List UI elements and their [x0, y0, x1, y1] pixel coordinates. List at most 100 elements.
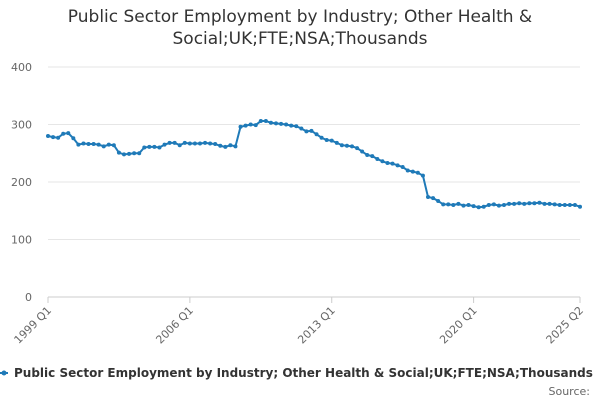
data-point	[375, 157, 380, 161]
data-point	[314, 132, 319, 137]
y-tick-label: 200	[11, 176, 32, 189]
data-point	[279, 121, 284, 126]
data-point	[385, 161, 390, 166]
data-point	[334, 140, 339, 145]
data-point	[415, 170, 420, 175]
data-point	[86, 142, 91, 147]
data-point	[547, 201, 552, 206]
data-point	[512, 201, 517, 206]
data-point	[91, 142, 96, 147]
data-point	[71, 136, 76, 141]
data-point	[365, 152, 370, 157]
data-point	[461, 203, 466, 208]
data-point	[187, 141, 192, 146]
x-tick-label: 2013 Q1	[295, 304, 338, 347]
data-point	[562, 203, 567, 207]
chart-title: Public Sector Employment by Industry; Ot…	[67, 7, 533, 49]
x-tick-label: 2006 Q1	[153, 304, 196, 347]
data-point	[56, 135, 61, 140]
data-point	[172, 140, 177, 145]
y-tick-label: 300	[11, 119, 32, 132]
data-point	[268, 120, 273, 125]
data-point	[507, 201, 512, 206]
data-point	[436, 198, 441, 203]
data-point	[263, 119, 268, 124]
data-point	[223, 144, 228, 149]
data-point	[203, 140, 208, 145]
data-point	[218, 143, 223, 148]
data-point	[486, 203, 491, 207]
data-point	[198, 141, 202, 146]
data-point	[542, 201, 547, 206]
data-point	[496, 203, 501, 208]
data-point	[517, 201, 522, 206]
data-point	[426, 194, 430, 199]
data-point	[177, 143, 182, 148]
data-point	[451, 203, 456, 207]
x-tick-label: 2025 Q2	[544, 304, 587, 347]
data-point	[344, 143, 349, 148]
data-point	[81, 141, 86, 146]
data-point	[572, 203, 577, 207]
data-point	[167, 140, 172, 145]
data-point	[228, 143, 233, 148]
data-point	[137, 151, 142, 156]
data-point	[390, 161, 395, 166]
data-point	[61, 131, 66, 136]
data-point	[152, 144, 157, 149]
data-point	[360, 149, 365, 154]
data-point	[238, 124, 243, 129]
data-point	[304, 129, 309, 134]
data-point	[400, 165, 405, 170]
data-point	[370, 154, 375, 159]
data-point	[410, 169, 415, 174]
y-tick-label: 400	[11, 61, 32, 74]
data-point	[441, 202, 446, 207]
data-point	[299, 126, 304, 131]
legend-label: Public Sector Employment by Industry; Ot…	[14, 366, 593, 380]
data-point	[395, 163, 400, 168]
data-point	[522, 201, 527, 206]
data-point	[111, 143, 116, 148]
data-point	[339, 143, 344, 148]
data-point	[532, 201, 537, 206]
data-point	[182, 140, 187, 145]
data-point	[309, 128, 314, 133]
data-point	[527, 201, 532, 206]
data-point	[471, 204, 476, 209]
data-point	[289, 123, 294, 128]
data-point	[243, 123, 248, 128]
y-tick-label: 100	[11, 234, 32, 247]
data-point	[233, 144, 238, 149]
data-point	[208, 141, 213, 146]
y-tick-label: 0	[25, 291, 32, 304]
data-point	[557, 203, 562, 207]
data-point	[142, 145, 147, 150]
x-tick-label: 1999 Q1	[12, 304, 55, 347]
data-point	[380, 159, 385, 164]
data-point	[405, 168, 410, 173]
data-point	[253, 123, 258, 128]
data-point	[481, 204, 486, 209]
data-point	[258, 119, 263, 124]
data-point	[456, 201, 461, 206]
data-point	[446, 202, 451, 207]
data-point	[466, 203, 471, 207]
data-point	[106, 142, 111, 147]
legend-marker	[1, 370, 7, 376]
data-point	[127, 151, 132, 156]
data-point	[324, 138, 329, 143]
data-point	[162, 142, 167, 147]
data-point	[213, 142, 218, 147]
data-point	[284, 122, 289, 127]
data-point	[51, 135, 56, 140]
data-point	[192, 141, 197, 146]
data-point	[294, 124, 299, 129]
data-point	[46, 134, 50, 138]
data-point	[147, 144, 152, 149]
data-point	[420, 173, 425, 178]
data-point	[132, 151, 137, 156]
series-line	[47, 120, 581, 209]
